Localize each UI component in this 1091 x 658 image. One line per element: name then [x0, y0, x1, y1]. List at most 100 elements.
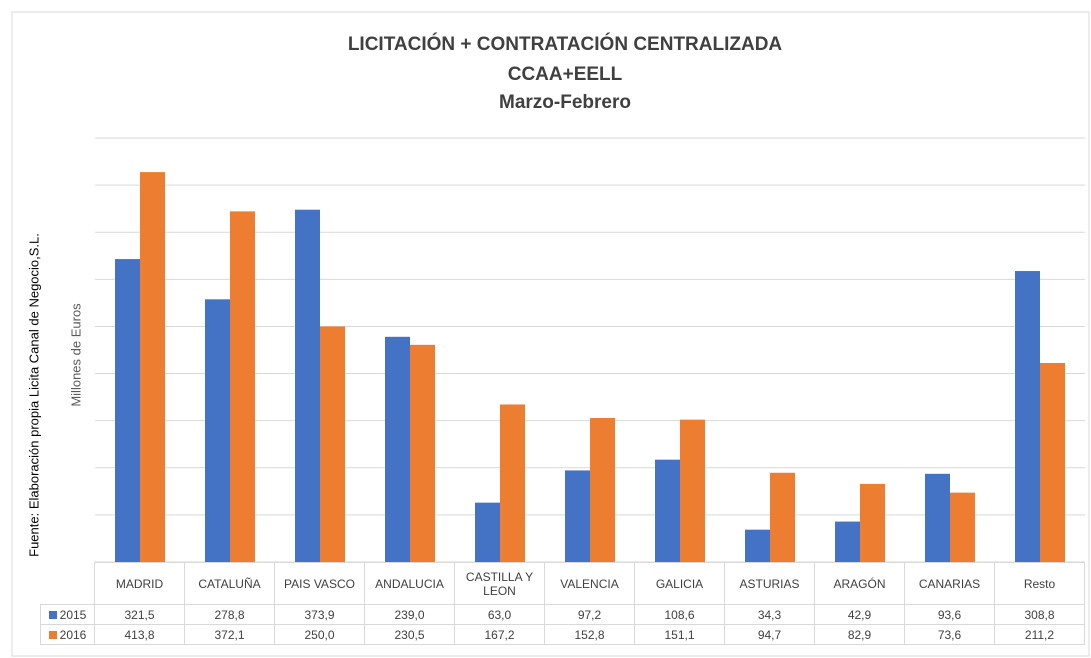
bar	[680, 419, 705, 562]
data-label-text: 34,3	[757, 607, 782, 622]
data-label-text: 239,0	[394, 607, 425, 622]
bar	[1040, 363, 1065, 562]
bar	[205, 299, 230, 562]
legend-swatch	[48, 630, 57, 639]
data-label-text: 93,6	[937, 607, 962, 622]
data-label: 94,7	[725, 625, 815, 645]
data-label: 278,8	[185, 605, 275, 625]
x-tick-label: MADRID	[95, 562, 185, 605]
bar	[1015, 271, 1040, 562]
x-tick-label-text: MADRID	[115, 576, 164, 591]
data-label-text: 42,9	[847, 607, 872, 622]
bar	[770, 472, 795, 562]
data-label-text: 94,7	[757, 627, 782, 642]
data-label: 73,6	[905, 625, 995, 645]
x-tick-label: CATALUÑA	[185, 562, 275, 605]
data-label: 308,8	[995, 605, 1085, 625]
x-tick-label: GALICIA	[635, 562, 725, 605]
data-label-text: 82,9	[847, 627, 872, 642]
source-note: Fuente: Elaboración propia Licita Canal …	[26, 233, 41, 557]
bar	[835, 521, 860, 562]
data-label: 321,5	[95, 605, 185, 625]
x-tick-label-text: ASTURIAS	[739, 576, 800, 591]
x-tick-label-text: CASTILLA Y LEON	[465, 569, 534, 598]
data-label-text: 372,1	[214, 627, 245, 642]
bar	[655, 459, 680, 562]
data-label: 413,8	[95, 625, 185, 645]
x-tick-label-text: GALICIA	[655, 576, 704, 591]
bar	[500, 404, 525, 562]
legend-entry-text: 2015	[59, 607, 87, 622]
data-label-text: 151,1	[664, 627, 695, 642]
bar	[230, 211, 255, 562]
data-label-text: 63,0	[487, 607, 512, 622]
data-label: 250,0	[275, 625, 365, 645]
x-tick-label: Resto	[995, 562, 1085, 605]
data-label-text: 152,8	[574, 627, 605, 642]
bar	[475, 502, 500, 562]
data-label-text: 167,2	[484, 627, 515, 642]
x-tick-label-text: PAIS VASCO	[284, 576, 355, 591]
x-tick-label: PAIS VASCO	[275, 562, 365, 605]
bar	[295, 209, 320, 562]
data-label: 239,0	[365, 605, 455, 625]
data-label-text: 211,2	[1024, 627, 1055, 642]
chart-title: LICITACIÓN + CONTRATACIÓN CENTRALIZADA	[348, 33, 783, 55]
x-tick-label: ARAGÓN	[815, 562, 905, 605]
data-label: 34,3	[725, 605, 815, 625]
chart-border	[11, 11, 1090, 657]
data-label-text: 308,8	[1024, 607, 1055, 622]
legend-entry-text: 2016	[59, 627, 87, 642]
x-tick-label: CANARIAS	[905, 562, 995, 605]
x-tick-label-text: ARAGÓN	[833, 576, 886, 591]
x-tick-label-text: CANARIAS	[918, 576, 981, 591]
x-tick-label-text: Resto	[1023, 576, 1056, 591]
data-label-text: 108,6	[664, 607, 695, 622]
bar	[590, 418, 615, 562]
data-label-text: 413,8	[124, 627, 155, 642]
data-label: 108,6	[635, 605, 725, 625]
data-label: 167,2	[455, 625, 545, 645]
data-label-text: 73,6	[937, 627, 962, 642]
bar	[565, 470, 590, 562]
data-label: 373,9	[275, 605, 365, 625]
data-table: MADRID CATALUÑA PAIS VASCO ANDALUCIA CASTILL…	[40, 562, 1085, 645]
bar	[385, 336, 410, 562]
bar	[140, 172, 165, 562]
x-tick-label: VALENCIA	[545, 562, 635, 605]
data-label: 151,1	[635, 625, 725, 645]
x-tick-label-text: ANDALUCIA	[375, 576, 444, 591]
bar	[320, 326, 345, 562]
data-label-text: 250,0	[304, 627, 335, 642]
data-label-text: 278,8	[214, 607, 245, 622]
chart-title: CCAA+EELL	[508, 64, 623, 85]
table-corner	[40, 562, 95, 605]
legend-entry: 2016	[40, 625, 95, 645]
data-label: 372,1	[185, 625, 275, 645]
x-tick-label: ANDALUCIA	[365, 562, 455, 605]
chart-title: Marzo-Febrero	[499, 92, 631, 113]
data-label-text: 97,2	[577, 607, 602, 622]
data-label-text: 321,5	[124, 607, 155, 622]
y-axis-label: Millones de Euros	[68, 303, 83, 407]
data-label: 93,6	[905, 605, 995, 625]
x-tick-label-text: CATALUÑA	[198, 576, 261, 591]
bar	[925, 473, 950, 562]
bar	[115, 259, 140, 562]
data-label: 211,2	[995, 625, 1085, 645]
data-label: 230,5	[365, 625, 455, 645]
data-label: 152,8	[545, 625, 635, 645]
data-label-text: 373,9	[304, 607, 335, 622]
data-label-text: 230,5	[394, 627, 425, 642]
x-tick-label-text: VALENCIA	[560, 576, 619, 591]
bar	[860, 483, 885, 562]
data-label: 97,2	[545, 605, 635, 625]
data-label: 82,9	[815, 625, 905, 645]
x-tick-label: CASTILLA Y LEON	[455, 562, 545, 605]
bar	[950, 492, 975, 562]
legend-swatch	[48, 610, 57, 619]
bar	[410, 344, 435, 562]
data-label: 42,9	[815, 605, 905, 625]
